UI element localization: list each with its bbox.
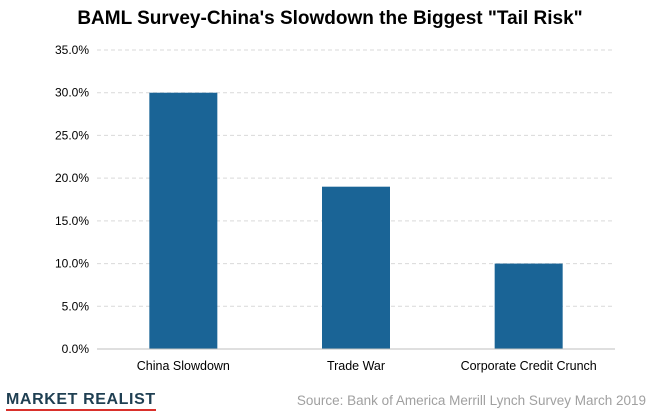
y-tick-label: 5.0% <box>62 299 90 313</box>
bar-corporate-credit-crunch <box>494 263 563 349</box>
bar-china-slowdown <box>149 92 218 349</box>
bar-trade-war <box>322 186 390 349</box>
x-tick-labels: China Slowdown Trade War Corporate Credit … <box>137 359 597 373</box>
brand-name: MARKET REALIST <box>6 391 156 408</box>
y-tick-label: 15.0% <box>55 214 89 228</box>
y-tick-labels: 0.0% 5.0% 10.0% 15.0% 20.0% 25.0% 30.0% 35.0% <box>55 43 89 356</box>
x-tick-label: China Slowdown <box>137 359 230 373</box>
y-tick-label: 35.0% <box>55 43 89 57</box>
x-tick-label: Trade War <box>327 359 385 373</box>
chart-title: BAML Survey-China's Slowdown the Biggest… <box>77 8 583 29</box>
y-tick-label: 25.0% <box>55 128 89 142</box>
y-tick-label: 30.0% <box>55 86 89 100</box>
y-tick-label: 0.0% <box>62 342 90 356</box>
source-note: Source: Bank of America Merrill Lynch Su… <box>296 393 646 408</box>
y-tick-label: 10.0% <box>55 257 89 271</box>
y-tick-label: 20.0% <box>55 171 89 185</box>
brand-underline <box>6 409 156 411</box>
bars <box>149 92 563 349</box>
brand-logo: MARKET REALIST <box>6 391 156 411</box>
x-tick-label: Corporate Credit Crunch <box>461 359 597 373</box>
